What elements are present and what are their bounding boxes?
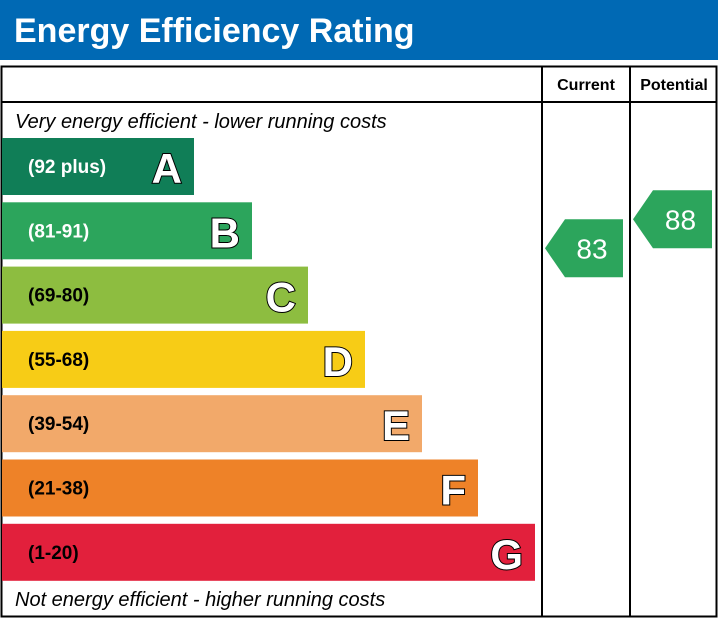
band-bar-d [2, 330, 365, 388]
band-bar-c [2, 266, 308, 324]
potential-rating-score: 88 [665, 204, 696, 235]
band-range-g: (1-20) [28, 543, 79, 564]
band-range-f: (21-38) [28, 479, 89, 500]
column-header-current: Current [557, 77, 615, 94]
band-range-c: (69-80) [28, 286, 89, 307]
rating-bands: (92 plus) A (81-91) B (69-80) C (55-68) D (39-54… [2, 138, 535, 581]
potential-rating-arrow [633, 190, 712, 249]
band-letter-d: D [323, 338, 353, 385]
band-range-d: (55-68) [28, 350, 89, 371]
band-bar-e [2, 395, 422, 453]
band-range-a: (92 plus) [28, 157, 106, 178]
band-letter-e: E [382, 402, 410, 449]
current-rating-score: 83 [576, 233, 607, 264]
title-banner [0, 0, 718, 60]
column-header-potential: Potential [640, 77, 708, 94]
band-bar-g [2, 523, 535, 581]
current-rating-arrow [545, 219, 623, 278]
band-letter-c: C [266, 274, 296, 321]
band-range-e: (39-54) [28, 414, 89, 435]
band-letter-b: B [210, 209, 240, 256]
band-bar-f [2, 459, 478, 517]
band-bar-a [2, 138, 194, 195]
band-range-b: (81-91) [28, 221, 89, 242]
top-note: Very energy efficient - lower running co… [15, 111, 387, 133]
chart-title: Energy Efficiency Rating [14, 12, 415, 50]
band-letter-a: A [152, 145, 182, 192]
band-letter-g: G [490, 531, 523, 578]
rating-arrows: 83 88 [545, 190, 712, 278]
bottom-note: Not energy efficient - higher running co… [15, 589, 385, 611]
table-frame [0, 65, 718, 618]
band-bar-b [2, 202, 252, 260]
band-letter-f: F [440, 467, 466, 514]
